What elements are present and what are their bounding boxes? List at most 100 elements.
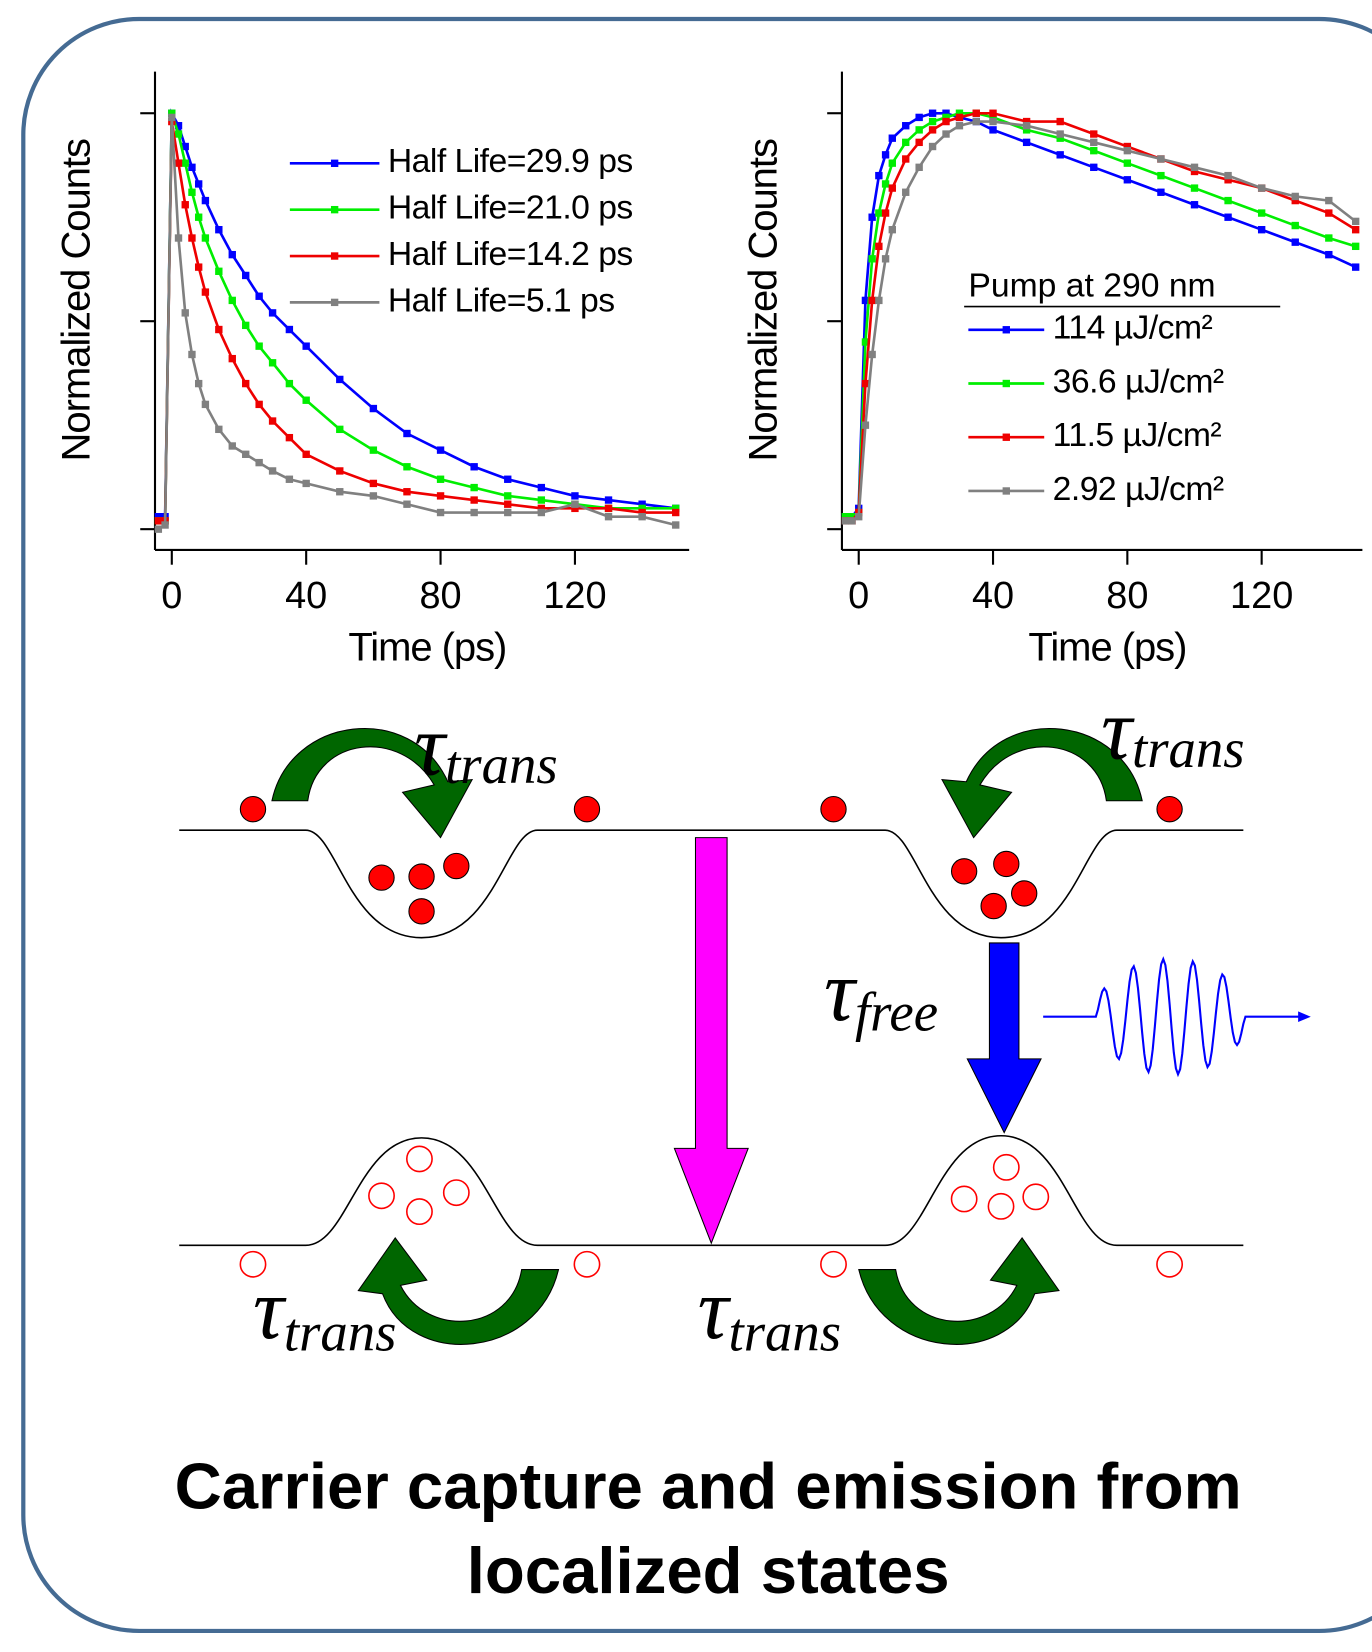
tau-label: τtrans bbox=[698, 1261, 842, 1363]
marker bbox=[902, 138, 910, 147]
marker bbox=[168, 113, 176, 122]
marker bbox=[1190, 167, 1199, 176]
marker bbox=[242, 379, 250, 388]
marker bbox=[302, 450, 310, 458]
marker bbox=[436, 492, 445, 500]
marker bbox=[604, 504, 613, 513]
marker bbox=[638, 504, 646, 513]
marker bbox=[255, 458, 263, 467]
marker bbox=[228, 250, 236, 259]
marker bbox=[255, 292, 263, 300]
marker bbox=[861, 338, 870, 346]
transfer-arrow bbox=[271, 727, 474, 839]
marker bbox=[1090, 163, 1098, 171]
marker bbox=[228, 442, 236, 450]
hole bbox=[239, 1250, 267, 1278]
marker bbox=[928, 117, 937, 126]
marker bbox=[369, 404, 378, 413]
diagram: τtrans τtrans τfree τtrans τtrans bbox=[179, 682, 1311, 1363]
marker bbox=[1157, 171, 1165, 180]
marker bbox=[972, 117, 980, 126]
marker bbox=[161, 521, 169, 529]
caption-line: Carrier capture and emission from bbox=[175, 1450, 1242, 1523]
marker bbox=[902, 188, 910, 196]
electron bbox=[980, 892, 1007, 920]
hole bbox=[1156, 1250, 1184, 1278]
series-line bbox=[845, 120, 1357, 523]
marker bbox=[302, 396, 310, 404]
frame bbox=[21, 16, 1372, 1634]
tau-subscript: trans bbox=[1132, 718, 1245, 779]
marker bbox=[638, 508, 646, 517]
marker bbox=[242, 321, 250, 330]
marker bbox=[436, 475, 445, 483]
marker bbox=[336, 488, 344, 496]
photon-wave bbox=[1043, 956, 1302, 1078]
electron bbox=[443, 852, 470, 880]
tau-label: τfree bbox=[824, 943, 938, 1043]
marker bbox=[302, 479, 310, 488]
marker bbox=[942, 130, 950, 138]
marker bbox=[1090, 138, 1098, 147]
marker bbox=[1190, 201, 1199, 209]
marker bbox=[942, 109, 950, 117]
marker bbox=[875, 171, 883, 180]
tau-symbol: τ bbox=[1101, 682, 1135, 778]
x-tick-label: 0 bbox=[161, 575, 182, 617]
marker bbox=[942, 113, 950, 122]
marker bbox=[255, 342, 263, 350]
marker bbox=[1190, 163, 1199, 171]
marker bbox=[436, 446, 445, 454]
transfer-arrow bbox=[941, 727, 1143, 839]
marker bbox=[928, 109, 937, 117]
marker bbox=[1325, 196, 1333, 205]
marker bbox=[955, 109, 964, 117]
electron bbox=[820, 795, 847, 823]
legend-marker bbox=[1002, 487, 1010, 495]
marker bbox=[1325, 250, 1333, 259]
marker bbox=[1291, 196, 1299, 205]
marker bbox=[268, 309, 277, 317]
marker bbox=[285, 379, 294, 388]
marker bbox=[188, 350, 196, 359]
marker bbox=[571, 504, 579, 513]
marker bbox=[1351, 217, 1360, 226]
holes bbox=[239, 1145, 1184, 1278]
legend-label: Half Life=29.9 ps bbox=[388, 142, 633, 180]
marker bbox=[1224, 176, 1232, 184]
marker bbox=[194, 213, 203, 221]
marker bbox=[470, 463, 478, 471]
legend-label: Half Life=14.2 ps bbox=[388, 235, 633, 273]
charts: 0 40 80 120 Time (ps) Normalized Counts Half L… bbox=[55, 71, 1363, 670]
marker bbox=[181, 142, 189, 151]
hole bbox=[992, 1153, 1020, 1181]
marker bbox=[1090, 130, 1098, 138]
marker bbox=[1022, 117, 1031, 126]
marker bbox=[268, 417, 277, 425]
marker bbox=[194, 379, 203, 388]
marker bbox=[1224, 213, 1232, 221]
marker bbox=[1224, 171, 1232, 180]
legend-marker bbox=[330, 159, 339, 167]
tau-symbol: τ bbox=[253, 1261, 287, 1357]
electron bbox=[408, 863, 435, 890]
marker bbox=[194, 180, 203, 188]
legend-label: 36.6 µJ/cm² bbox=[1053, 362, 1224, 400]
marker bbox=[174, 122, 183, 130]
marker bbox=[1351, 226, 1360, 234]
marker bbox=[201, 234, 210, 242]
marker bbox=[1257, 209, 1266, 217]
marker bbox=[928, 126, 937, 134]
marker bbox=[285, 325, 294, 334]
marker bbox=[604, 513, 613, 521]
electron bbox=[1011, 880, 1038, 907]
series-line bbox=[158, 112, 676, 523]
transfer-arrows bbox=[271, 727, 1143, 1345]
marker bbox=[201, 288, 210, 296]
marker bbox=[436, 508, 445, 517]
tau-symbol: τ bbox=[698, 1261, 732, 1357]
marker bbox=[888, 159, 896, 167]
marker bbox=[188, 188, 196, 196]
marker bbox=[875, 209, 883, 217]
